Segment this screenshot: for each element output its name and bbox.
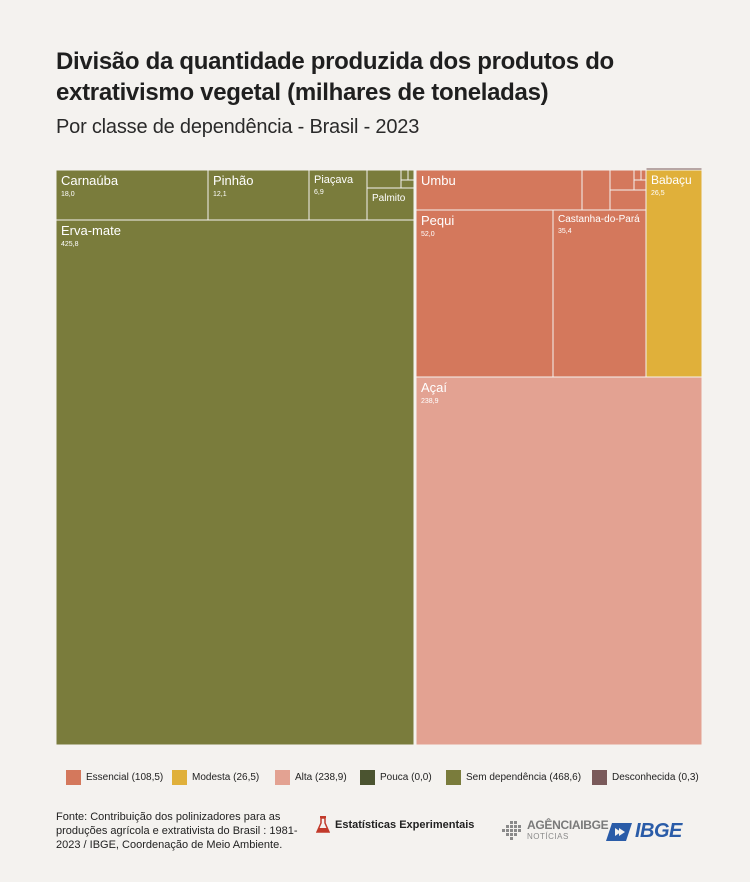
tile-palmito — [366, 187, 415, 221]
legend-label-modesta: Modesta (26,5) — [192, 772, 260, 783]
agencia-mark-icon — [502, 821, 521, 840]
tile-pequi — [415, 209, 554, 378]
tile-label-erva-mate: Erva-mate — [61, 223, 121, 238]
legend-label-desconhecida: Desconhecida (0,3) — [612, 772, 699, 783]
agencia-sub-label: NOTÍCIAS — [527, 832, 569, 841]
tile-label-carnauba: Carnaúba — [61, 173, 119, 188]
treemap-small-tile — [633, 169, 642, 181]
tile-value-babacu: 26,5 — [651, 190, 665, 197]
treemap-small-tile — [633, 179, 647, 191]
tile-castanha-do-para — [552, 209, 647, 378]
legend-label-sem-dependencia: Sem dependência (468,6) — [466, 772, 582, 783]
tile-label-castanha-do-para: Castanha-do-Pará — [558, 214, 640, 225]
chart-subtitle: Por classe de dependência - Brasil - 202… — [56, 116, 420, 138]
tile-babacu — [645, 169, 703, 378]
legend: Essencial (108,5) Modesta (26,5) Alta (2… — [66, 770, 706, 788]
agencia-label: AGÊNCIA — [527, 818, 581, 832]
tile-value-carnauba: 18,0 — [61, 191, 75, 198]
legend-swatch-modesta — [172, 770, 187, 785]
tile-label-umbu: Umbu — [421, 173, 456, 188]
experimental-stats-label: Estatísticas Experimentais — [335, 819, 475, 831]
tile-piacava — [308, 169, 368, 221]
tile-value-erva-mate: 425,8 — [61, 241, 79, 248]
tile-pinhao — [207, 169, 310, 221]
experimental-stats-logo: Estatísticas Experimentais — [316, 816, 474, 834]
treemap-small-tile — [407, 169, 415, 181]
agencia-ibge-bold: IBGE — [580, 818, 609, 832]
treemap-small-tile — [581, 169, 611, 211]
flask-icon — [316, 816, 330, 833]
tile-label-acai: Açaí — [421, 380, 447, 395]
legend-swatch-sem-dependencia — [446, 770, 461, 785]
legend-swatch-essencial — [66, 770, 81, 785]
legend-item-sem-dependencia: Sem dependência (468,6) — [446, 770, 581, 785]
treemap-small-tile — [400, 179, 415, 189]
tile-umbu — [415, 169, 583, 211]
ibge-label: IBGE — [635, 820, 682, 842]
legend-label-essencial: Essencial (108,5) — [86, 772, 164, 783]
tile-carnauba — [55, 169, 209, 221]
treemap-chart: Carnaúba 18,0 Pinhão 12,1 Piaçava 6,9 Palmito E… — [55, 167, 703, 746]
treemap-small-tile — [400, 169, 409, 181]
legend-item-desconhecida: Desconhecida (0,3) — [592, 770, 699, 785]
tile-label-pinhao: Pinhão — [213, 173, 253, 188]
legend-item-essencial: Essencial (108,5) — [66, 770, 163, 785]
ibge-mark-icon — [606, 822, 632, 841]
treemap-small-tile — [640, 169, 647, 181]
legend-item-alta: Alta (238,9) — [275, 770, 347, 785]
agencia-ibge-logo: AGÊNCIAIBGE NOTÍCIAS — [502, 818, 609, 842]
legend-swatch-alta — [275, 770, 290, 785]
treemap-small-tile — [366, 169, 402, 189]
legend-item-modesta: Modesta (26,5) — [172, 770, 259, 785]
tile-value-castanha-do-para: 35,4 — [558, 228, 572, 235]
legend-label-alta: Alta (238,9) — [295, 772, 347, 783]
source-note: Fonte: Contribuição dos polinizadores pa… — [56, 811, 298, 851]
legend-swatch-pouca — [360, 770, 375, 785]
legend-item-pouca: Pouca (0,0) — [360, 770, 432, 785]
tile-label-palmito: Palmito — [372, 193, 406, 204]
tile-value-pinhao: 12,1 — [213, 191, 227, 198]
legend-swatch-desconhecida — [592, 770, 607, 785]
tile-acai — [415, 376, 703, 746]
tile-value-piacava: 6,9 — [314, 189, 324, 196]
tile-label-pequi: Pequi — [421, 213, 454, 228]
chart-title: Divisão da quantidade produzida dos prod… — [56, 48, 614, 106]
tile-label-piacava: Piaçava — [314, 174, 354, 186]
tile-erva-mate — [55, 219, 415, 746]
tile-value-acai: 238,9 — [421, 398, 439, 405]
treemap-small-tile — [609, 189, 647, 211]
tile-label-babacu: Babaçu — [651, 173, 692, 187]
treemap-small-tile — [609, 169, 635, 191]
legend-label-pouca: Pouca (0,0) — [380, 772, 432, 783]
tile-value-pequi: 52,0 — [421, 231, 435, 238]
ibge-logo: IBGE — [606, 820, 682, 843]
